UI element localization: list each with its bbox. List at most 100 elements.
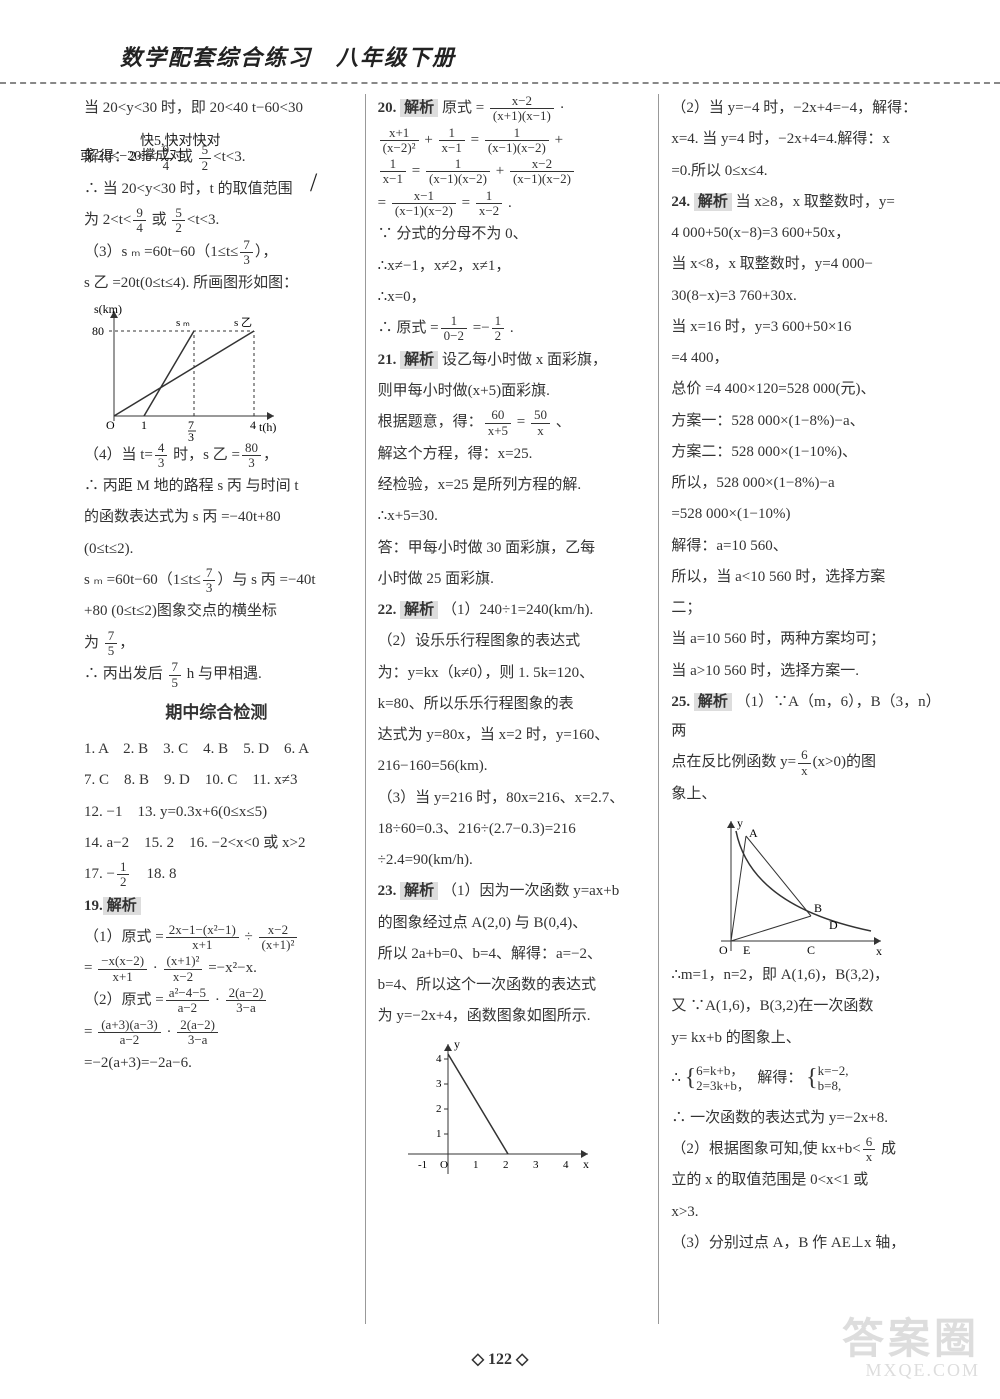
text-line: ∴ {6=k+b，2=3k+b， 解得： {k=−2,b=8, (671, 1055, 936, 1102)
text-line: 总价 =4 400×120=528 000(元)、 (671, 375, 936, 404)
text-line: 解得：a=10 560、 (671, 532, 936, 561)
answer-line: 7. C 8. B 9. D 10. C 11. x≠3 (84, 766, 349, 795)
svg-text:B: B (814, 901, 822, 915)
svg-text:O: O (719, 943, 728, 957)
text-line: 解这个方程，得：x=25. (378, 440, 643, 469)
text-line: x=4. 当 y=4 时，−2x+4=4.解得：x (671, 125, 936, 154)
svg-text:x: x (876, 944, 882, 958)
annotation-slash: / (310, 168, 317, 198)
column-3: （2）当 y=−4 时，−2x+4=−4，解得： x=4. 当 y=4 时，−2… (658, 94, 940, 1324)
text-line: 当 x<8，x 取整数时，y=4 000− (671, 250, 936, 279)
text-line: 立的 x 的取值范围是 0<x<1 或 (671, 1166, 936, 1195)
text-line: 为 2<t<94 或 52<t<3. (84, 206, 349, 236)
text-line: （4）当 t=43 时，s 乙 =803， (84, 441, 349, 471)
annotation-2: 或 20<−20撑成对 (80, 145, 183, 165)
text-line: y= kx+b 的图象上、 (671, 1024, 936, 1053)
text-line: 所以，当 a<10 560 时，选择方案 (671, 563, 936, 592)
text-line: 小时做 25 面彩旗. (378, 565, 643, 594)
svg-text:1: 1 (141, 418, 147, 432)
text-line: 方案一：528 000×(1−8%)−a、 (671, 407, 936, 436)
text-line: 23. 解析 （1）因为一次函数 y=ax+b (378, 877, 643, 906)
text-line: 答：甲每小时做 30 面彩旗，乙每 (378, 534, 643, 563)
text-line: =−2(a+3)=−2a−6. (84, 1049, 349, 1078)
section-title: 期中综合检测 (84, 696, 349, 729)
content-columns: 当 20<y<30 时，即 20<40 t−60<30 解得：2<t<94 或 … (0, 84, 1000, 1334)
text-line: 的函数表达式为 s 丙 =−40t+80 (84, 503, 349, 532)
column-1: 当 20<y<30 时，即 20<40 t−60<30 解得：2<t<94 或 … (80, 94, 353, 1324)
text-line: 所以 2a+b=0、b=4、解得：a=−2、 (378, 940, 643, 969)
analysis-label: 解析 (103, 897, 141, 915)
answer-line: 17. −12 18. 8 (84, 860, 349, 890)
text-line: 方案二：528 000×(1−10%)、 (671, 438, 936, 467)
text-line: ∴x=0， (378, 283, 643, 312)
text-line: ∴x≠−1，x≠2，x≠1， (378, 252, 643, 281)
text-line: （3）s ₘ =60t−60（1≤t≤73）， (84, 238, 349, 268)
svg-text:80: 80 (92, 324, 104, 338)
analysis-label: 解析 (400, 882, 438, 900)
text-line: = (a+3)(a−3)a−2 · 2(a−2)3−a (84, 1018, 349, 1048)
text-line: 根据题意，得：60x+5 = 50x 、 (378, 408, 643, 438)
answer-line: 12. −1 13. y=0.3x+6(0≤x≤5) (84, 798, 349, 827)
text-line: 象上、 (671, 780, 936, 809)
text-line: ∴ 丙出发后 75 h 与甲相遇. (84, 660, 349, 690)
text-line: 当 x=16 时，y=3 600+50×16 (671, 313, 936, 342)
text-line: =528 000×(1−10%) (671, 500, 936, 529)
text-line: ÷2.4=90(km/h). (378, 846, 643, 875)
text-line: 的图象经过点 A(2,0) 与 B(0,4)、 (378, 909, 643, 938)
svg-text:E: E (743, 943, 750, 957)
text-line: 22. 解析 （1）240÷1=240(km/h). (378, 596, 643, 625)
text-line: = −x(x−2)x+1 · (x+1)²x−2 =−x²−x. (84, 954, 349, 984)
svg-text:t(h): t(h) (259, 420, 276, 434)
text-line: 30(8−x)=3 760+30x. (671, 282, 936, 311)
text-line: 为 75， (84, 629, 349, 659)
page-number: 122 (488, 1351, 512, 1368)
text-line: 216−160=56(km). (378, 752, 643, 781)
svg-text:-1: -1 (418, 1159, 427, 1171)
page-header: 数学配套综合练习 八年级下册 (0, 0, 1000, 84)
text-line: 当 a=10 560 时，两种方案均可； (671, 625, 936, 654)
answer-line: 1. A 2. B 3. C 4. B 5. D 6. A (84, 735, 349, 764)
text-line: 当 20<y<30 时，即 20<40 t−60<30 (84, 94, 349, 123)
text-line: 20. 解析 原式 = x−2(x+1)(x−1) · (378, 94, 643, 124)
text-line: 4 000+50(x−8)=3 600+50x， (671, 219, 936, 248)
text-line: x>3. (671, 1198, 936, 1227)
watermark-url: MXQE.COM (842, 1361, 980, 1379)
svg-text:x: x (583, 1157, 589, 1171)
text-line: (0≤t≤2). (84, 535, 349, 564)
answer-line: 14. a−2 15. 2 16. −2<x<0 或 x>2 (84, 829, 349, 858)
text-line: =4 400， (671, 344, 936, 373)
text-line: 二； (671, 594, 936, 623)
text-line: （2）设乐乐行程图象的表达式 (378, 627, 643, 656)
svg-text:4: 4 (563, 1159, 569, 1171)
text-line: 当 a>10 560 时，选择方案一. (671, 657, 936, 686)
text-line: ∴ 一次函数的表达式为 y=−2x+8. (671, 1104, 936, 1133)
text-line: 25. 解析 （1）∵A（m，6），B（3，n）两 (671, 688, 936, 747)
text-line: ∴x+5=30. (378, 502, 643, 531)
svg-text:C: C (807, 943, 815, 957)
svg-text:s ₘ: s ₘ (176, 317, 190, 329)
text-line: ∴ 当 20<y<30 时，t 的取值范围 (84, 175, 349, 204)
svg-text:O: O (440, 1159, 448, 1171)
text-line: （2）当 y=−4 时，−2x+4=−4，解得： (671, 94, 936, 123)
analysis-label: 解析 (400, 99, 438, 117)
svg-text:4: 4 (250, 418, 256, 432)
text-line: s ₘ =60t−60（1≤t≤73）与 s 丙 =−40t (84, 566, 349, 596)
svg-text:1: 1 (473, 1159, 479, 1171)
text-line: 点在反比例函数 y=6x(x>0)的图 (671, 748, 936, 778)
text-line: 所以，528 000×(1−8%)−a (671, 469, 936, 498)
text-line: 19.解析 (84, 892, 349, 921)
graph-1: s(km)t(h) 80 s ₘs 乙 O1 73 4 (84, 301, 284, 441)
text-line: k=80、所以乐乐行程图象的表 (378, 690, 643, 719)
text-line: ∵ 分式的分母不为 0、 (378, 220, 643, 249)
svg-text:3: 3 (436, 1078, 442, 1090)
svg-text:y: y (737, 816, 743, 830)
svg-text:s(km): s(km) (94, 302, 122, 316)
analysis-label: 解析 (400, 351, 438, 369)
text-line: 1x−1 = 1(x−1)(x−2) + x−2(x−1)(x−2) (378, 157, 643, 187)
svg-text:3: 3 (533, 1159, 539, 1171)
text-line: 达式为 y=80x，当 x=2 时，y=160、 (378, 721, 643, 750)
text-line: 则甲每小时做(x+5)面彩旗. (378, 377, 643, 406)
analysis-label: 解析 (400, 601, 438, 619)
graph-3: yx AB D OEC (701, 811, 891, 961)
text-line: 24. 解析 当 x≥8，x 取整数时，y= (671, 188, 936, 217)
